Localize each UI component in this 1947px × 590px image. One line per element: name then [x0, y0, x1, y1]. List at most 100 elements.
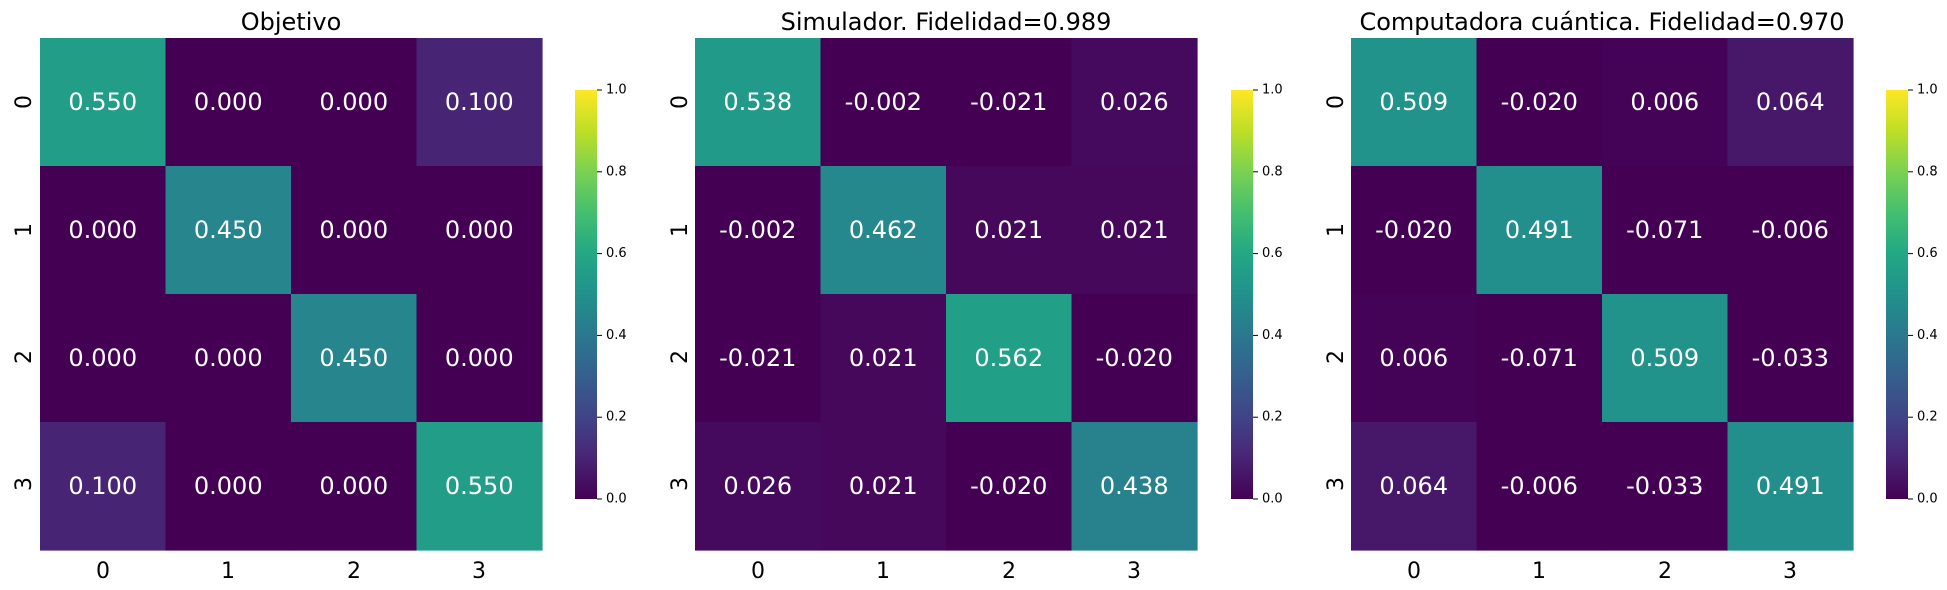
cell-value-label: -0.020 [1096, 344, 1173, 372]
y-tick-label: 2 [668, 350, 693, 364]
cell-value-label: 0.509 [1379, 88, 1448, 116]
y-tick-label: 1 [1324, 223, 1349, 237]
colorbar-tick-label: 0.8 [1917, 164, 1938, 179]
colorbar-tick-label: 1.0 [606, 83, 627, 98]
heatmap-cell [820, 38, 947, 167]
y-tick-label: 2 [1324, 350, 1349, 364]
x-tick-label: 3 [1127, 559, 1141, 584]
cell-value-label: 0.462 [849, 216, 918, 244]
heatmap-cell [1476, 166, 1603, 295]
heatmap-cell [695, 422, 822, 551]
y-tick-label: 0 [668, 95, 693, 109]
cell-value-label: 0.000 [194, 344, 263, 372]
heatmap-cell [165, 38, 292, 167]
y-tick-label: 3 [1324, 477, 1349, 491]
cell-value-label: -0.020 [1501, 88, 1578, 116]
heatmap-cell [40, 38, 167, 167]
colorbar-tick-label: 0.0 [1262, 492, 1283, 507]
heatmap-cell [40, 166, 167, 295]
colorbar-tick-label: 0.4 [1262, 328, 1283, 343]
colorbar-gradient [575, 90, 597, 499]
cell-value-label: -0.071 [1626, 216, 1703, 244]
cell-value-label: 0.026 [723, 472, 792, 500]
heatmap-cell [416, 422, 543, 551]
cell-value-label: 0.021 [1100, 216, 1169, 244]
cell-value-label: -0.021 [719, 344, 796, 372]
heatmap-cell [1351, 166, 1478, 295]
y-tick-label: 1 [12, 223, 37, 237]
heatmap-cell [416, 38, 543, 167]
colorbar-tick-label: 0.6 [1917, 246, 1938, 261]
heatmap-cell [1351, 38, 1478, 167]
heatmap-panel-simulador: Simulador. Fidelidad=0.989 0.538 -0.002 -0… [668, 8, 1283, 584]
cell-value-label: 0.509 [1630, 344, 1699, 372]
colorbar-tick-label: 0.0 [1917, 492, 1938, 507]
cell-value-label: 0.550 [68, 88, 137, 116]
heatmap-cells: 0.550 0.000 0.000 0.100 0.000 0.450 0.000 0.000… [40, 38, 543, 551]
heatmap-cell [1602, 422, 1729, 551]
colorbar-tick-label: 0.0 [606, 492, 627, 507]
heatmap-cell [1071, 422, 1198, 551]
y-tick-label: 3 [12, 477, 37, 491]
cell-value-label: 0.021 [974, 216, 1043, 244]
colorbar-tick-label: 0.6 [1262, 246, 1283, 261]
cell-value-label: -0.020 [970, 472, 1047, 500]
cell-value-label: -0.002 [845, 88, 922, 116]
y-tick-label: 0 [12, 95, 37, 109]
x-tick-label: 0 [96, 559, 110, 584]
heatmap-cell [291, 294, 418, 423]
cell-value-label: -0.006 [1752, 216, 1829, 244]
colorbar-tick-label: 0.4 [1917, 328, 1938, 343]
cell-value-label: 0.438 [1100, 472, 1169, 500]
cell-value-label: 0.000 [445, 216, 514, 244]
colorbar-tick-label: 0.8 [1262, 164, 1283, 179]
heatmap-cell [165, 294, 292, 423]
heatmap-cell [1071, 166, 1198, 295]
colorbar: 0.0 0.2 0.4 0.6 0.8 1.0 [1231, 83, 1283, 507]
x-tick-label: 0 [1407, 559, 1421, 584]
x-tick-label: 3 [472, 559, 486, 584]
cell-value-label: 0.450 [194, 216, 263, 244]
heatmap-cell [946, 166, 1073, 295]
colorbar-tick-label: 1.0 [1917, 83, 1938, 98]
axis-ticks: 0 1 2 3 0 1 2 3 [1324, 95, 1797, 584]
heatmap-cell [1071, 38, 1198, 167]
cell-value-label: 0.000 [319, 472, 388, 500]
heatmap-cell [1727, 38, 1854, 167]
heatmap-cell [416, 166, 543, 295]
heatmap-cell [1602, 38, 1729, 167]
cell-value-label: 0.100 [68, 472, 137, 500]
heatmap-cell [1727, 294, 1854, 423]
cell-value-label: 0.000 [68, 216, 137, 244]
heatmap-cell [1476, 422, 1603, 551]
cell-value-label: -0.020 [1375, 216, 1452, 244]
colorbar-tick-label: 0.6 [606, 246, 627, 261]
colorbar-tick-label: 1.0 [1262, 83, 1283, 98]
cell-value-label: 0.100 [445, 88, 514, 116]
heatmap-cell [946, 422, 1073, 551]
cell-value-label: 0.021 [849, 472, 918, 500]
heatmap-panel-computadora: Computadora cuántica. Fidelidad=0.970 0.… [1324, 8, 1938, 584]
cell-value-label: -0.002 [719, 216, 796, 244]
heatmap-cell [695, 294, 822, 423]
cell-value-label: 0.006 [1379, 344, 1448, 372]
heatmap-cell [946, 38, 1073, 167]
colorbar-tick-label: 0.2 [1917, 410, 1938, 425]
colorbar-tick-label: 0.8 [606, 164, 627, 179]
y-tick-label: 1 [668, 223, 693, 237]
heatmap-cell [291, 422, 418, 551]
heatmap-cell [165, 422, 292, 551]
colorbar-gradient [1886, 90, 1908, 499]
heatmap-cell [1071, 294, 1198, 423]
x-tick-label: 1 [876, 559, 890, 584]
heatmap-cell [1476, 38, 1603, 167]
panel-title: Objetivo [241, 8, 342, 36]
cell-value-label: 0.000 [68, 344, 137, 372]
x-tick-label: 2 [1002, 559, 1016, 584]
panel-title: Simulador. Fidelidad=0.989 [781, 8, 1112, 36]
panel-title: Computadora cuántica. Fidelidad=0.970 [1359, 8, 1844, 36]
cell-value-label: 0.000 [319, 88, 388, 116]
heatmap-cell [291, 166, 418, 295]
